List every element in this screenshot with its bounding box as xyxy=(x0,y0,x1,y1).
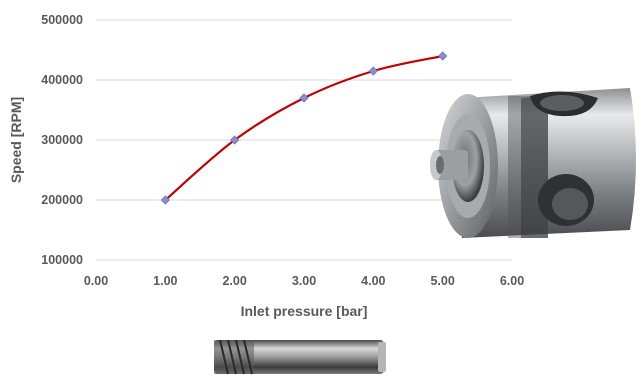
y-tick-label: 500000 xyxy=(41,13,83,27)
y-axis-title: Speed [RPM] xyxy=(8,97,24,183)
series-speed xyxy=(160,51,448,205)
shaft-photo xyxy=(214,339,386,375)
y-tick-label: 100000 xyxy=(41,253,83,267)
turbine-housing-photo xyxy=(430,88,636,238)
x-axis-ticks: 0.00 1.00 2.00 3.00 4.00 5.00 6.00 xyxy=(84,274,524,288)
x-tick-label: 4.00 xyxy=(361,274,385,288)
data-point xyxy=(160,195,170,205)
x-tick-label: 5.00 xyxy=(430,274,454,288)
y-tick-label: 300000 xyxy=(41,133,83,147)
data-point xyxy=(299,93,309,103)
x-tick-label: 2.00 xyxy=(222,274,246,288)
x-tick-label: 3.00 xyxy=(292,274,316,288)
y-tick-label: 400000 xyxy=(41,73,83,87)
data-point xyxy=(438,51,448,61)
x-axis-title: Inlet pressure [bar] xyxy=(241,303,368,319)
y-tick-label: 200000 xyxy=(41,193,83,207)
y-axis-ticks: 100000 200000 300000 400000 500000 xyxy=(41,13,83,267)
x-tick-label: 0.00 xyxy=(84,274,108,288)
series-line xyxy=(164,54,443,201)
x-tick-label: 6.00 xyxy=(500,274,524,288)
x-tick-label: 1.00 xyxy=(153,274,177,288)
data-point xyxy=(230,135,240,145)
data-point xyxy=(368,66,378,76)
